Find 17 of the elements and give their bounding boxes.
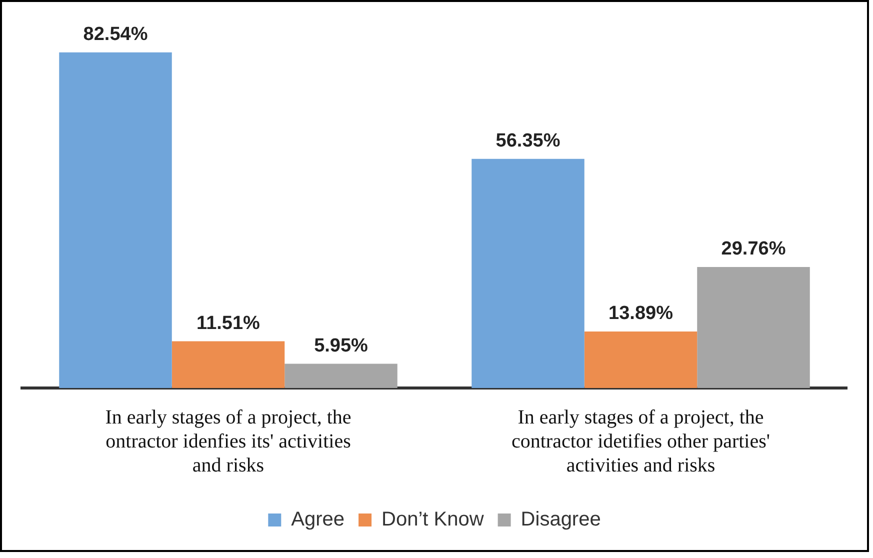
legend-label: Don’t Know	[382, 508, 484, 531]
legend-label: Agree	[291, 508, 345, 531]
legend-label: Disagree	[520, 508, 601, 531]
data-label: 82.54%	[83, 24, 148, 46]
bar	[472, 158, 584, 388]
data-label: 56.35%	[496, 130, 560, 152]
data-label: 5.95%	[314, 336, 368, 357]
bar	[59, 52, 172, 388]
data-label: 29.76%	[721, 238, 786, 260]
x-tick-label: In early stages of a project, the ontractor idenfies its' activities and risks	[105, 406, 352, 476]
x-tick-label: In early stages of a project, the contractor idetifies other parties' activities and risks	[512, 406, 770, 476]
bar	[584, 332, 698, 388]
data-label: 13.89%	[608, 303, 674, 324]
data-label: 11.51%	[196, 312, 260, 334]
bar	[284, 364, 398, 388]
bar	[172, 341, 285, 388]
bar	[697, 266, 810, 388]
